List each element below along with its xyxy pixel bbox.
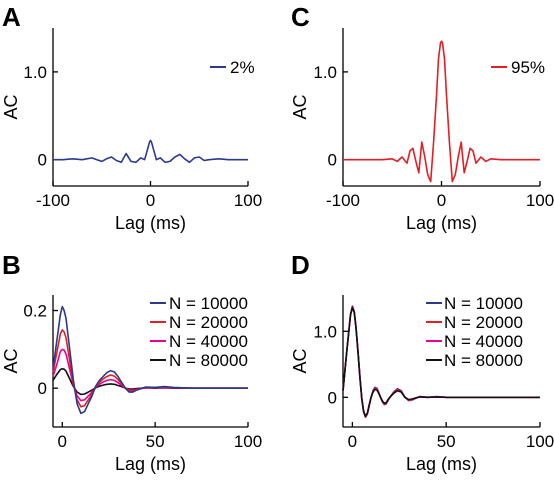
x-tick-label: 0 (58, 432, 67, 451)
series-line (53, 139, 248, 164)
x-axis-label: Lag (ms) (115, 454, 186, 474)
panel-c: C -100 0 100 0 1.0 Lag (ms) AC 95% (290, 2, 554, 233)
y-tick-label: 1.0 (313, 63, 337, 82)
x-tick-label: 0 (146, 191, 155, 210)
y-axis-label: AC (1, 94, 21, 119)
legend-label: N = 10000 (444, 294, 523, 313)
legend-label: N = 10000 (169, 294, 248, 313)
x-tick-label: 100 (526, 432, 554, 451)
y-tick-label: 1.0 (313, 322, 337, 341)
legend-label: N = 20000 (444, 313, 523, 332)
x-axis-label: Lag (ms) (406, 454, 477, 474)
legend-label: N = 20000 (169, 313, 248, 332)
legend-label: N = 80000 (444, 351, 523, 370)
legend-label: 2% (230, 58, 255, 77)
x-tick-label: 50 (437, 432, 456, 451)
x-axis-label: Lag (ms) (115, 213, 186, 233)
x-tick-label: 50 (146, 432, 165, 451)
x-axis-label: Lag (ms) (406, 213, 477, 233)
series-line (342, 306, 540, 418)
panel-letter: C (291, 2, 310, 32)
y-tick-label: 0 (38, 151, 47, 170)
series-line (52, 367, 248, 396)
legend-label: 95% (511, 58, 545, 77)
y-tick-label: 0 (328, 388, 337, 407)
x-tick-label: 0 (348, 432, 357, 451)
y-tick-label: 0 (328, 151, 337, 170)
y-axis-label: AC (1, 348, 21, 373)
y-axis-label: AC (290, 348, 310, 373)
x-tick-label: 100 (234, 432, 262, 451)
y-axis-label: AC (290, 94, 310, 119)
series-line (343, 40, 540, 183)
legend-label: N = 40000 (169, 332, 248, 351)
legend-label: N = 40000 (444, 332, 523, 351)
x-tick-label: 0 (437, 191, 446, 210)
x-tick-label: 100 (526, 191, 554, 210)
x-tick-label: -100 (36, 191, 70, 210)
panel-letter: D (291, 250, 310, 280)
legend-label: N = 80000 (169, 351, 248, 370)
panel-a: A -100 0 100 0 1.0 Lag (ms) AC 2% (1, 2, 262, 233)
series-line (52, 305, 248, 415)
x-tick-label: -100 (326, 191, 360, 210)
y-tick-label: 0 (38, 379, 47, 398)
panel-letter: B (2, 250, 21, 280)
panel-letter: A (2, 2, 21, 32)
y-tick-label: 0.2 (23, 302, 47, 321)
y-tick-label: 1.0 (23, 63, 47, 82)
x-tick-label: 100 (234, 191, 262, 210)
